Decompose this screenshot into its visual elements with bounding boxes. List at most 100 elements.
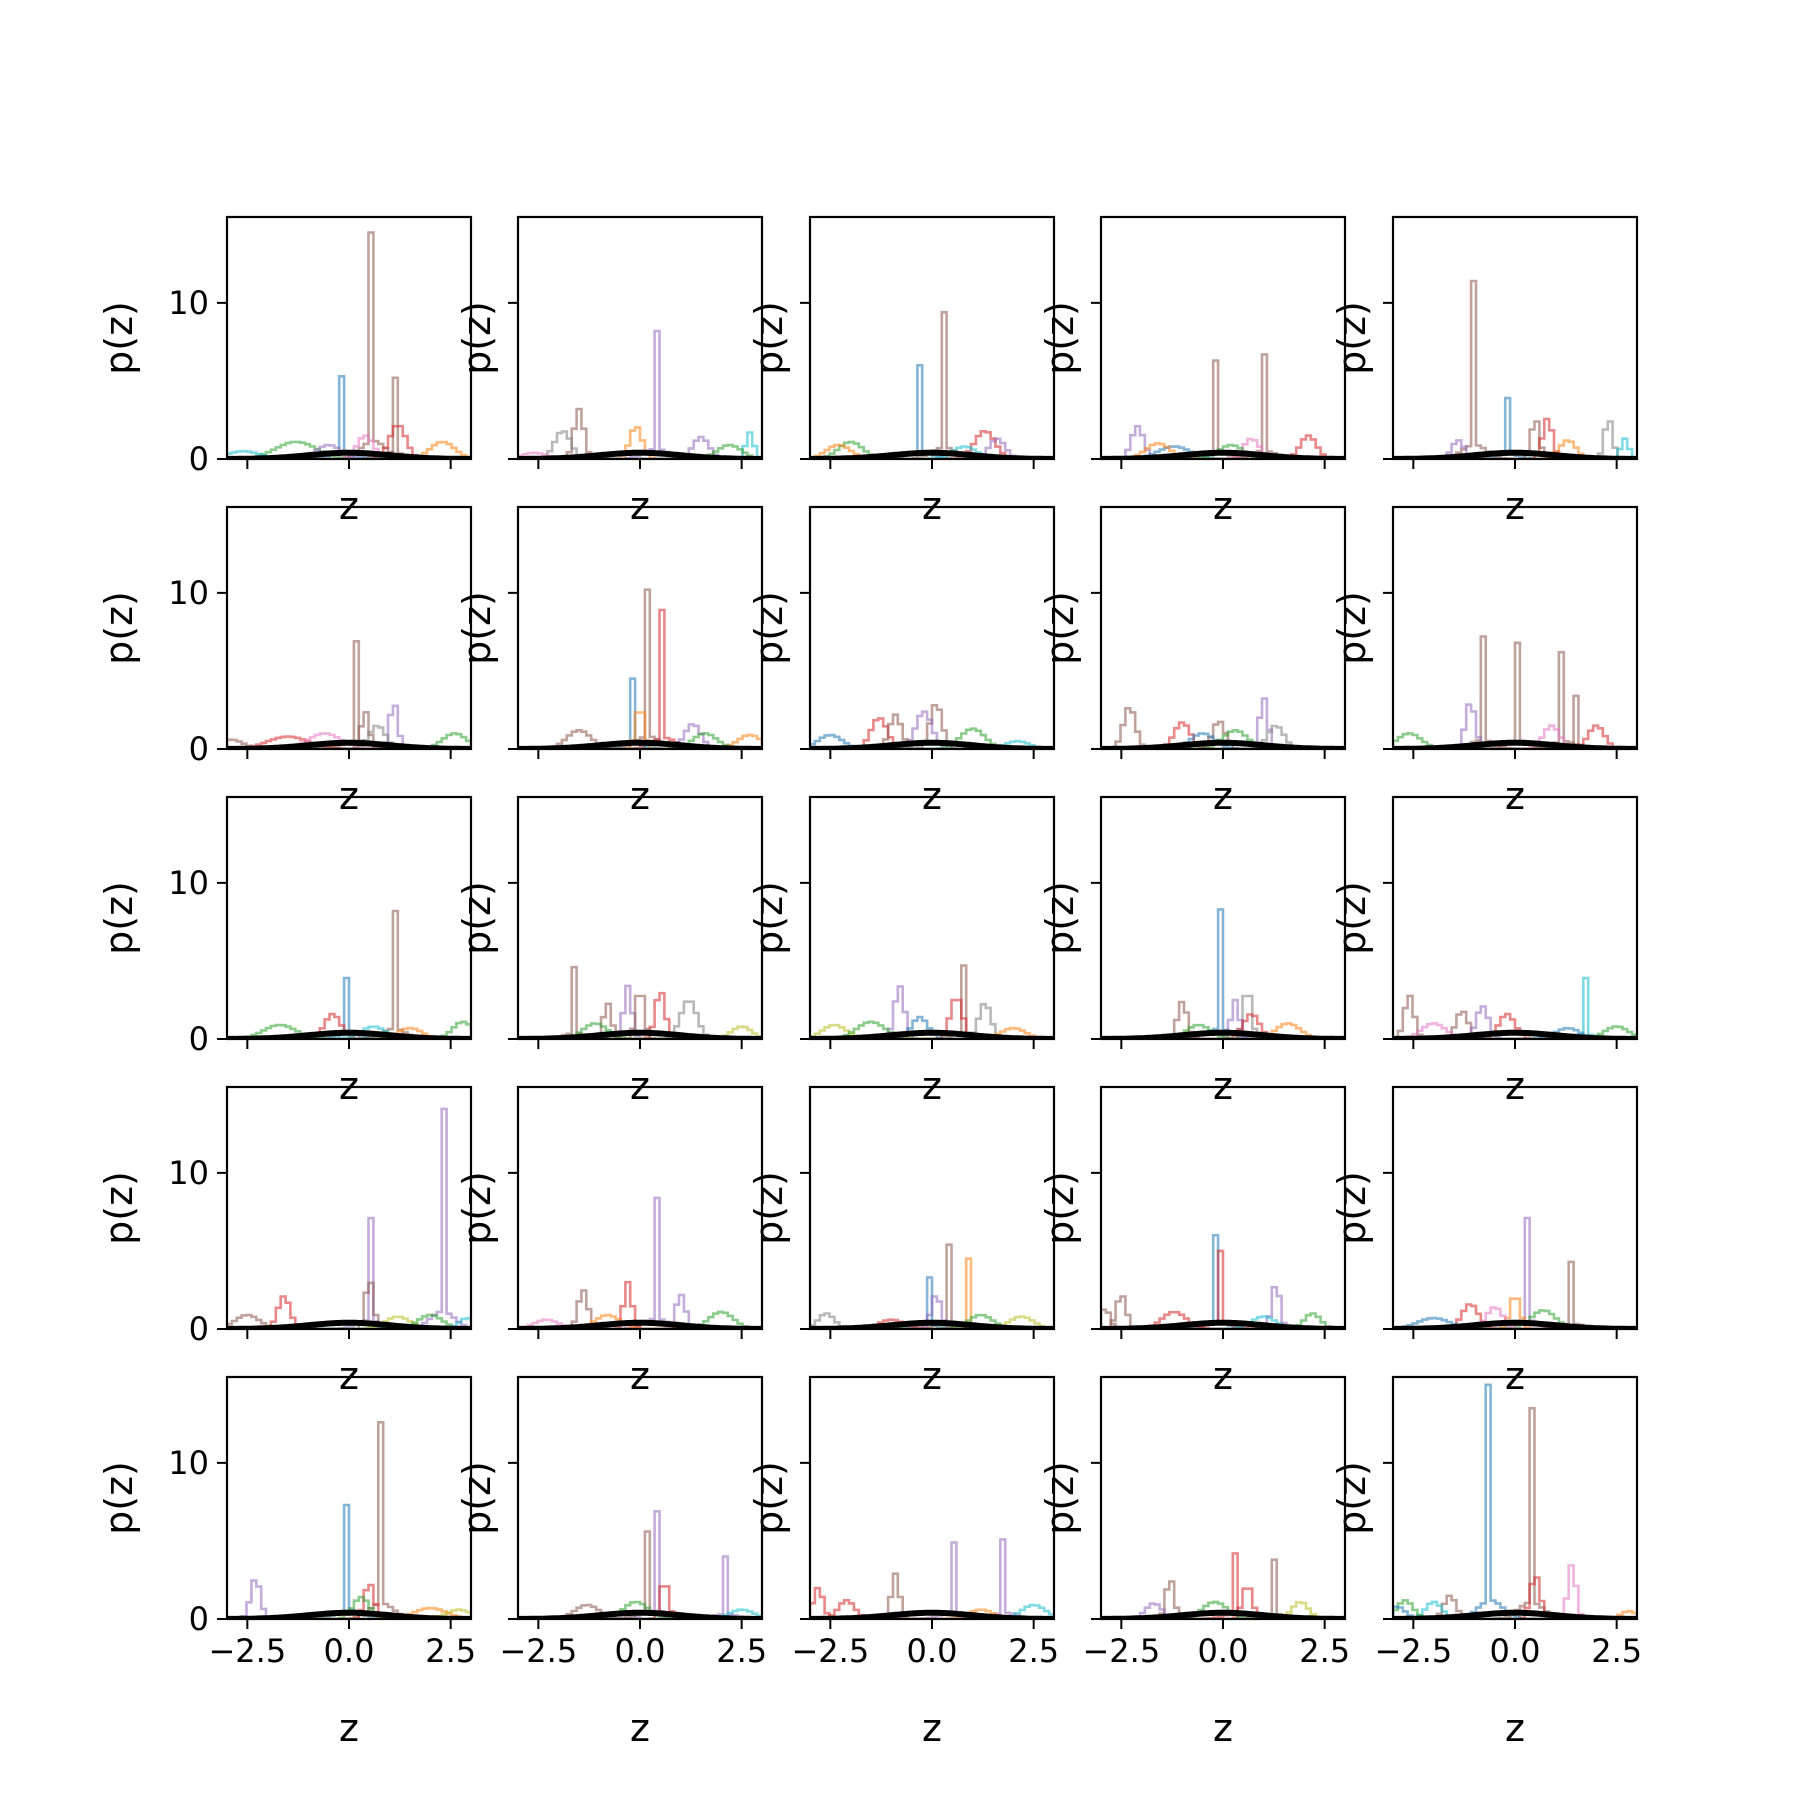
histogram-series xyxy=(1101,707,1345,749)
histogram-series xyxy=(518,1555,762,1619)
y-axis-label: p(z) xyxy=(97,591,141,665)
histogram-series xyxy=(810,1603,1054,1619)
y-tick-label: 0 xyxy=(189,1020,209,1058)
histogram-traces xyxy=(518,588,762,749)
histogram-series xyxy=(1393,650,1637,749)
axes-frame xyxy=(516,1085,764,1331)
y-axis-label: p(z) xyxy=(1330,1461,1374,1535)
subplot-r1-c2: zp(z) xyxy=(455,215,764,528)
y-tick-label: 10 xyxy=(168,1154,209,1192)
histogram-series xyxy=(810,1023,1054,1039)
subplot-r5-c4: −2.5 0.0 2.5 z p(z) xyxy=(1038,1375,1350,1750)
histogram-series xyxy=(810,1315,1054,1329)
axes-frame xyxy=(1391,1375,1639,1621)
axes-frame xyxy=(808,215,1056,461)
histogram-series xyxy=(1393,1012,1637,1039)
y-tick-label: 10 xyxy=(168,864,209,902)
histogram-series xyxy=(518,443,762,459)
histogram-series xyxy=(810,310,1054,459)
histogram-series xyxy=(227,449,471,459)
axes-frame xyxy=(1391,215,1639,461)
x-tick-label: 0.0 xyxy=(1198,1632,1249,1670)
y-tick-label: 10 xyxy=(168,574,209,612)
histogram-series xyxy=(227,1012,471,1039)
histogram-series xyxy=(1101,434,1345,459)
histogram-traces xyxy=(810,1538,1054,1619)
y-axis-label: p(z) xyxy=(1038,881,1082,955)
y-axis-label: p(z) xyxy=(1330,881,1374,955)
histogram-series xyxy=(518,451,762,459)
axes-frame xyxy=(516,795,764,1041)
x-tick-label: 0.0 xyxy=(615,1632,666,1670)
subplot-r5-c5: −2.5 0.0 2.5 z p(z) xyxy=(1330,1375,1642,1750)
histogram-series xyxy=(227,1608,471,1619)
histogram-series xyxy=(1393,279,1637,459)
y-axis-label: p(z) xyxy=(1330,301,1374,375)
histogram-series xyxy=(227,376,471,459)
histogram-series xyxy=(518,608,762,749)
histogram-series xyxy=(1393,1609,1637,1619)
histogram-series xyxy=(227,724,471,749)
histogram-traces xyxy=(227,231,471,459)
y-axis-label: p(z) xyxy=(747,881,791,955)
histogram-series xyxy=(810,739,1054,749)
subplot-r1-c5: zp(z) xyxy=(1330,215,1639,528)
histogram-series xyxy=(227,711,471,749)
x-tick-label: 2.5 xyxy=(1299,1632,1350,1670)
histogram-series xyxy=(227,1579,471,1619)
histogram-series xyxy=(810,1312,1054,1329)
y-axis-label: p(z) xyxy=(455,1171,499,1245)
axes-frame xyxy=(225,215,473,461)
histogram-series xyxy=(810,964,1054,1039)
histogram-series xyxy=(227,909,471,1039)
axes-frame xyxy=(516,215,764,461)
histogram-series xyxy=(518,965,762,1039)
x-tick-label: 2.5 xyxy=(716,1632,767,1670)
axes-frame xyxy=(1099,215,1347,461)
subplot-r3-c3: zp(z) xyxy=(747,795,1056,1108)
histogram-series xyxy=(518,426,762,459)
histogram-traces xyxy=(1101,1234,1345,1329)
histogram-series xyxy=(1101,908,1345,1039)
subplot-r2-c2: zp(z) xyxy=(455,505,764,818)
subplot-r5-c2: −2.5 0.0 2.5 z p(z) xyxy=(455,1375,767,1750)
axes-frame xyxy=(225,1085,473,1331)
histogram-series xyxy=(1393,732,1637,749)
y-axis-label: p(z) xyxy=(97,1461,141,1535)
axes-frame xyxy=(808,1375,1056,1621)
subplot-r1-c4: zp(z) xyxy=(1038,215,1347,528)
histogram-series xyxy=(518,1025,762,1039)
histogram-series xyxy=(518,1530,762,1619)
y-tick-label: 10 xyxy=(168,1444,209,1482)
histogram-series xyxy=(1393,1600,1637,1619)
subplot-r3-c4: zp(z) xyxy=(1038,795,1347,1108)
histogram-series xyxy=(227,1583,471,1619)
histogram-traces xyxy=(1101,697,1345,749)
axes-frame xyxy=(1099,505,1347,751)
histogram-series xyxy=(227,1313,471,1329)
histogram-series xyxy=(227,1503,471,1619)
histogram-series xyxy=(1101,443,1345,459)
histogram-series xyxy=(227,434,471,459)
y-tick-label: 0 xyxy=(189,730,209,768)
histogram-traces xyxy=(810,964,1054,1039)
y-tick-label: 0 xyxy=(189,440,209,478)
histogram-series xyxy=(810,710,1054,749)
subplot-r2-c3: zp(z) xyxy=(747,505,1056,818)
subplot-r4-c2: zp(z) xyxy=(455,1085,764,1398)
histogram-traces xyxy=(227,1107,471,1329)
histogram-series xyxy=(227,640,471,749)
histogram-series xyxy=(1393,641,1637,749)
histogram-series xyxy=(810,364,1054,459)
histogram-series xyxy=(1101,1295,1345,1329)
histogram-series xyxy=(1101,1600,1345,1619)
histogram-series xyxy=(518,991,762,1039)
histogram-traces xyxy=(227,640,471,749)
histogram-traces xyxy=(518,1510,762,1619)
x-axis-label: z xyxy=(1213,1706,1233,1750)
histogram-series xyxy=(227,1020,471,1039)
histogram-series xyxy=(227,1421,471,1619)
